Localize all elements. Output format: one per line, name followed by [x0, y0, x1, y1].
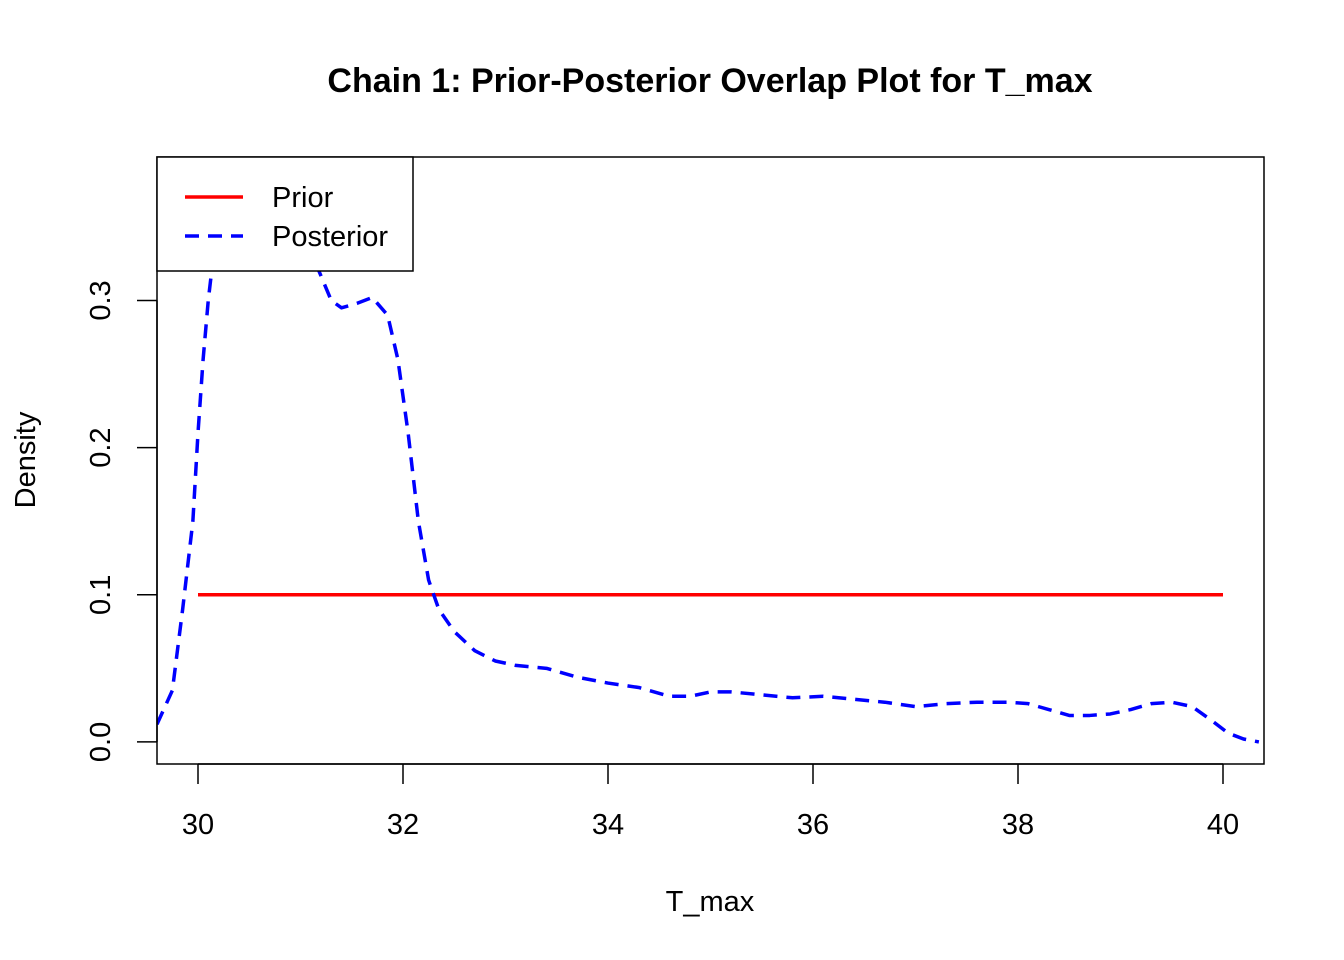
legend-prior-label: Prior: [272, 182, 334, 214]
series-layer: [157, 181, 1260, 744]
x-tick-label: 32: [387, 809, 419, 841]
legend: Prior Posterior: [156, 156, 414, 272]
chart-title: Chain 1: Prior-Posterior Overlap Plot fo…: [327, 62, 1092, 100]
legend-box: [156, 156, 414, 272]
x-tick-label: 30: [182, 809, 214, 841]
x-tick-label: 36: [797, 809, 829, 841]
y-tick-label: 0.0: [85, 722, 117, 762]
x-axis-label: T_max: [666, 886, 755, 918]
series-line-posterior: [157, 181, 1260, 744]
y-axis: 0.0 0.1 0.2 0.3: [85, 280, 158, 762]
x-tick-label: 40: [1207, 809, 1239, 841]
y-tick-label: 0.3: [85, 280, 117, 320]
x-tick-label: 34: [592, 809, 624, 841]
y-tick-label: 0.1: [85, 575, 117, 615]
legend-posterior-label: Posterior: [272, 221, 388, 253]
x-tick-label: 38: [1002, 809, 1034, 841]
x-axis: 30 32 34 36 38 40: [182, 763, 1239, 841]
y-tick-label: 0.2: [85, 427, 117, 467]
y-axis-label: Density: [10, 411, 42, 508]
